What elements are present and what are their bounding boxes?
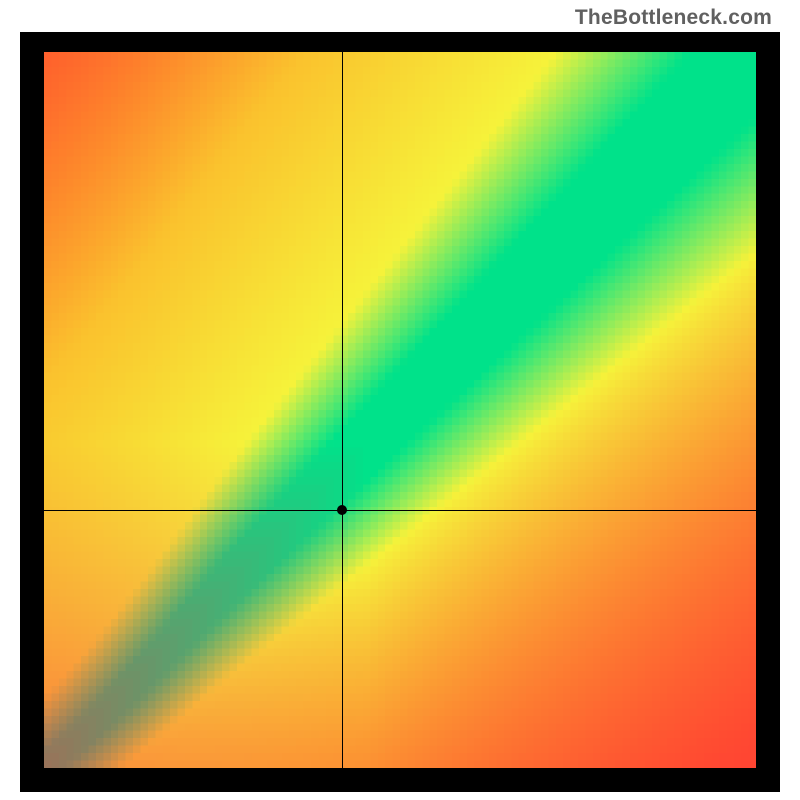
watermark-text: TheBottleneck.com <box>575 6 772 30</box>
heatmap-canvas <box>44 52 756 768</box>
chart-container: TheBottleneck.com <box>0 0 800 800</box>
plot-frame <box>20 32 780 792</box>
plot-area <box>44 52 756 768</box>
